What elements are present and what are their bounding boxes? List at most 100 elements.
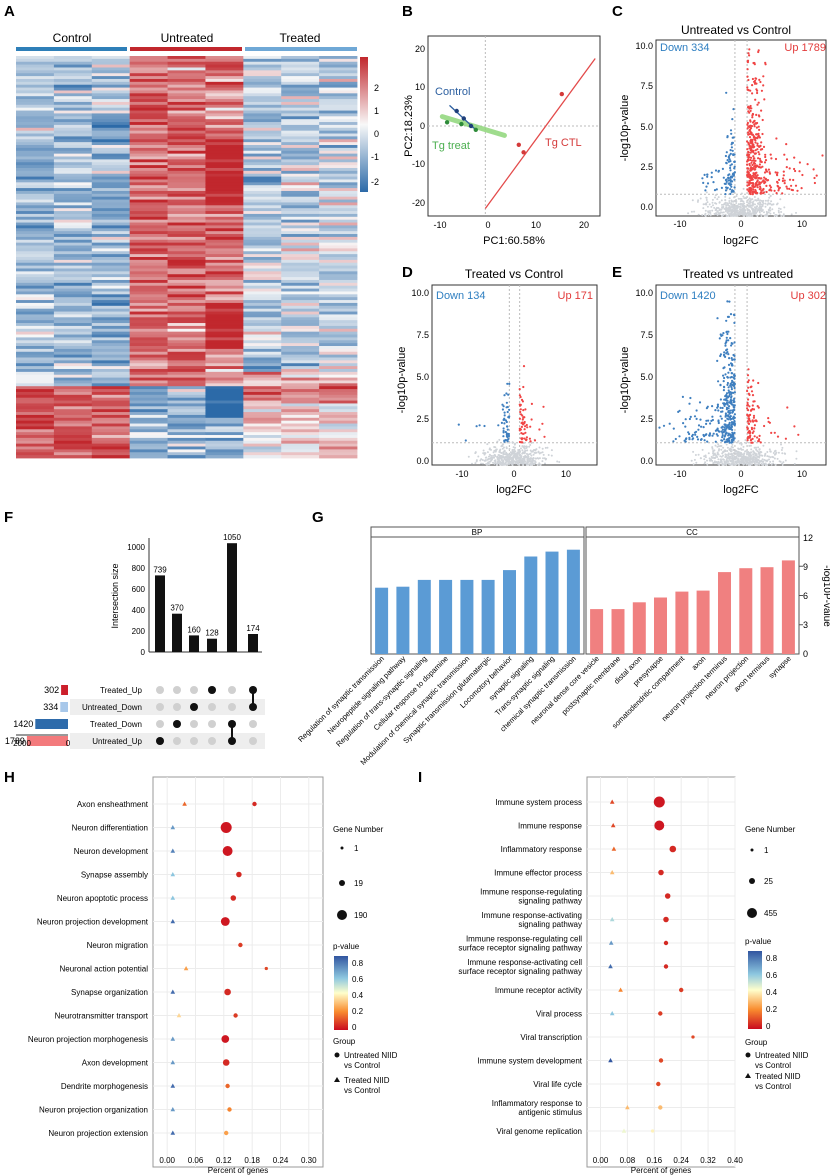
volcano-point-down [727,179,730,182]
heatmap-cell [16,340,55,344]
volcano-point-ns [763,458,766,461]
volcano-point-down [727,371,730,374]
volcano-point-ns [760,214,763,217]
volcano-point-down [725,392,729,395]
volcano-point-ns [729,447,732,450]
volcano-point-down [728,412,731,415]
heatmap-cell [16,228,55,232]
heatmap-cell [243,397,282,401]
heatmap-cell [319,185,358,189]
volcano-point-down [705,433,708,436]
volcano-point-up [751,92,754,95]
heatmap-cell [16,371,55,376]
heatmap-cell [129,420,168,424]
volcano-point-down [691,438,694,441]
volcano-point-up [756,148,759,151]
heatmap-cell [91,343,131,347]
heatmap-cell [16,124,55,129]
volcano-point-ns [713,206,716,209]
heatmap-cell [319,400,358,404]
heatmap-cell [243,173,282,177]
volcano-point-down [728,440,731,443]
heatmap-cell [243,228,282,232]
heatmap-cell [53,142,93,146]
volcano-point-ns [523,447,526,450]
heatmap-cell [205,61,244,66]
heatmap-cell [16,165,55,169]
volcano-point-down [733,178,736,181]
heatmap-cell [91,383,131,387]
intersection-value-label: 1050 [223,533,241,542]
heatmap-cell [16,279,55,284]
heatmap-cell [16,153,55,157]
volcano-point-up [746,88,749,91]
volcano-point-down [725,178,728,181]
heatmap-cell [319,239,358,244]
heatmap-cell [129,173,168,177]
heatmap-cell [167,136,206,140]
heatmap-cell [53,173,93,177]
triangle-treated [609,870,615,875]
heatmap-cell [129,443,168,447]
volcano-point-ns [519,460,522,463]
volcano-point-down [464,439,467,442]
volcano-point-up [798,161,802,164]
heatmap-cell [91,351,131,356]
heatmap-cell [167,403,206,407]
heatmap-cell [16,199,55,203]
triangle-treated [183,966,189,971]
heatmap-cell [91,420,131,424]
volcano-point-ns [734,213,737,216]
heatmap-cell [319,90,358,94]
volcano-point-down [721,439,724,442]
intersection-value-label: 128 [205,629,219,638]
go-bar [718,572,731,654]
dot-x-tick: 0.24 [273,1156,289,1165]
heatmap-cell [167,285,206,289]
volcano-point-down [724,342,727,345]
heatmap-cell [53,113,93,117]
volcano-point-up [756,137,759,140]
heatmap-cell [205,443,244,447]
volcano-point-down [713,189,717,192]
volcano-point-ns [558,461,561,463]
heatmap-cell [129,73,168,77]
heatmap-cell [205,371,244,376]
volcano-point-ns [734,451,736,453]
volcano-point-ns [752,453,755,456]
heatmap-cell [16,363,55,367]
heatmap-cell [281,259,320,264]
volcano-point-ns [736,453,739,456]
heatmap-cell [167,437,206,442]
volcano-point-up [756,179,759,182]
volcano-point-up [750,385,753,388]
volcano-point-down [658,426,661,429]
heatmap-cell [319,176,358,180]
pca-y-tick: 10 [415,82,425,92]
volcano-point-up [746,188,749,191]
volcano-point-down [727,353,730,356]
heatmap-cell [53,242,93,246]
pca-x-tick: -10 [433,220,446,230]
dot-untreated [658,869,664,876]
heatmap-cell [167,78,206,83]
volcano-point-down [724,412,728,415]
heatmap-cell [281,285,320,289]
dot-untreated [654,820,665,831]
heatmap-cell [205,435,244,439]
heatmap-cell [281,147,320,152]
heatmap-cell [319,389,358,393]
volcano-point-ns [725,204,728,207]
volcano-point-ns [692,450,695,453]
pca-point [459,121,464,127]
go-term-label: Neuron projection organization [39,1106,148,1115]
volcano-point-ns [737,203,740,206]
heatmap-cell [16,302,55,307]
heatmap-cell [53,346,93,350]
volcano-point-down [723,403,726,406]
heatmap-cell [167,435,206,439]
heatmap-cell [16,311,55,315]
volcano-point-up [528,437,532,440]
heatmap-cell [53,153,93,157]
volcano-point-down [731,417,735,420]
